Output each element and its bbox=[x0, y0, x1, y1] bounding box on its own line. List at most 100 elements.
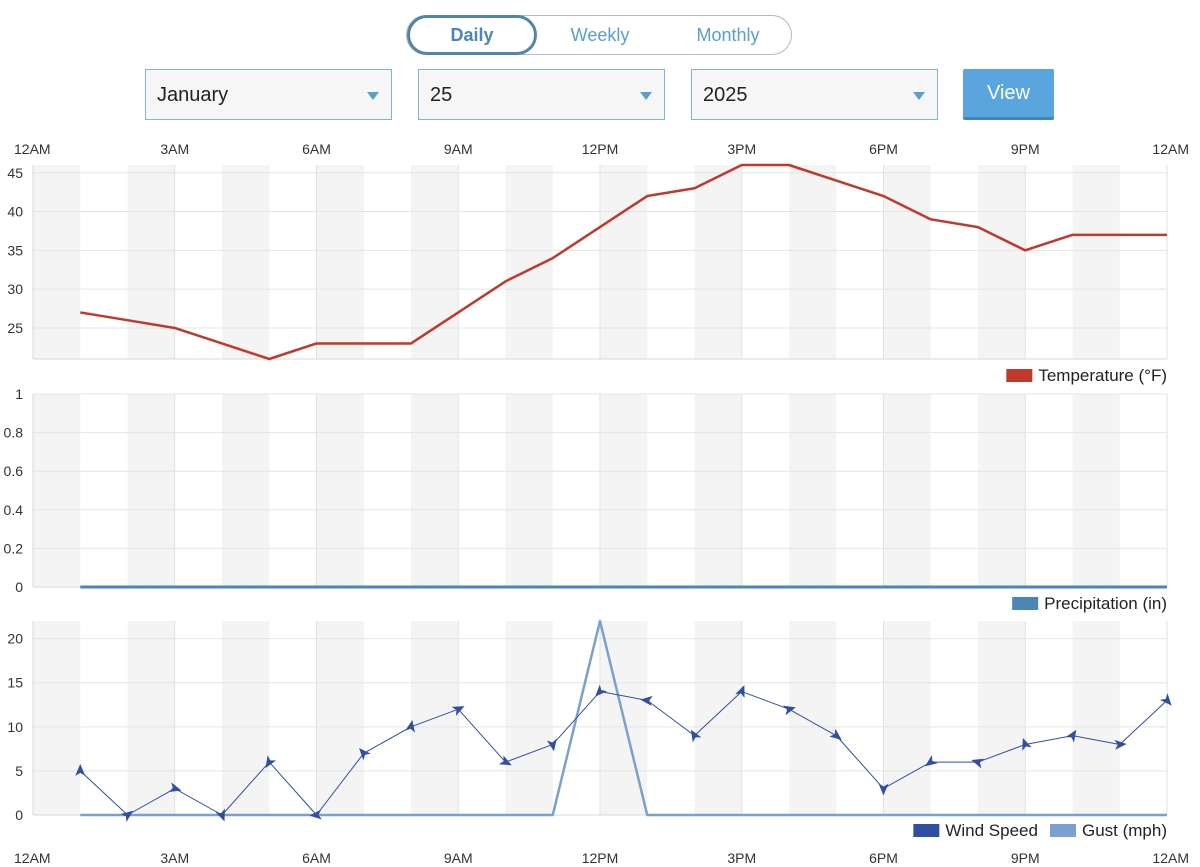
x-tick-label: 6AM bbox=[302, 850, 331, 866]
hour-band bbox=[1072, 165, 1120, 359]
wind-direction-marker bbox=[265, 755, 277, 769]
hour-band bbox=[222, 621, 270, 815]
y-tick-label: 0 bbox=[15, 579, 23, 595]
hour-band bbox=[978, 394, 1026, 587]
chart-panel: 25 30 35 40 45 Temperature (°F) bbox=[7, 163, 1168, 385]
hour-band bbox=[600, 165, 648, 359]
wind-direction-marker bbox=[595, 684, 608, 697]
hour-band bbox=[978, 621, 1026, 815]
x-tick-label: 3PM bbox=[727, 850, 756, 866]
x-tick-label: 9PM bbox=[1011, 141, 1040, 157]
view-button[interactable]: View bbox=[963, 69, 1054, 120]
y-tick-label: 5 bbox=[15, 763, 23, 779]
x-tick-label: 6PM bbox=[869, 141, 898, 157]
legend-label: Gust (mph) bbox=[1082, 821, 1167, 840]
x-tick-label: 12PM bbox=[582, 850, 619, 866]
wind-direction-marker bbox=[120, 810, 134, 823]
x-tick-label: 12AM bbox=[1152, 850, 1189, 866]
x-tick-label: 12AM bbox=[14, 850, 51, 866]
month-select-value: January bbox=[157, 84, 229, 106]
month-select[interactable]: January bbox=[145, 69, 392, 120]
hour-band bbox=[316, 394, 364, 587]
y-tick-label: 45 bbox=[7, 165, 23, 181]
wind-direction-marker bbox=[405, 719, 415, 733]
tab-daily[interactable]: Daily bbox=[407, 15, 537, 55]
hour-band bbox=[789, 165, 837, 359]
x-tick-label: 12AM bbox=[1152, 141, 1189, 157]
wind-direction-marker bbox=[451, 706, 465, 716]
x-tick-label: 6AM bbox=[302, 141, 331, 157]
hour-band bbox=[789, 394, 837, 587]
x-tick-label: 3AM bbox=[160, 850, 189, 866]
legend-swatch bbox=[1012, 597, 1039, 610]
y-tick-label: 0.4 bbox=[4, 502, 24, 518]
series-line bbox=[80, 163, 1167, 361]
series-line bbox=[80, 619, 1167, 817]
legend-label: Wind Speed bbox=[945, 821, 1038, 840]
wind-direction-marker bbox=[168, 782, 182, 792]
chart-panel: 0 5 10 15 20 Gust (mph) Wind Speed bbox=[7, 619, 1172, 840]
hour-band bbox=[883, 394, 931, 587]
wind-direction-marker bbox=[690, 729, 702, 743]
y-tick-label: 0.2 bbox=[4, 540, 24, 556]
x-tick-label: 9PM bbox=[1011, 850, 1040, 866]
x-tick-label: 12AM bbox=[14, 141, 51, 157]
legend-swatch bbox=[1006, 369, 1033, 382]
legend-label: Temperature (°F) bbox=[1038, 366, 1167, 385]
hour-band bbox=[316, 165, 364, 359]
wind-direction-marker bbox=[1065, 729, 1077, 743]
hour-band bbox=[694, 394, 742, 587]
y-tick-label: 1 bbox=[15, 386, 23, 402]
y-tick-label: 0 bbox=[15, 807, 23, 823]
hour-band bbox=[789, 621, 837, 815]
day-select[interactable]: 25 bbox=[418, 69, 665, 120]
x-tick-label: 3AM bbox=[160, 141, 189, 157]
wind-direction-marker bbox=[1022, 737, 1032, 751]
hour-band bbox=[505, 621, 553, 815]
hour-band bbox=[127, 394, 175, 587]
hour-band bbox=[1072, 621, 1120, 815]
hour-band bbox=[694, 165, 742, 359]
wind-direction-marker bbox=[829, 728, 842, 740]
hour-band bbox=[694, 621, 742, 815]
y-tick-label: 40 bbox=[7, 204, 23, 220]
tab-monthly[interactable]: Monthly bbox=[696, 25, 760, 45]
y-tick-label: 25 bbox=[7, 320, 23, 336]
y-tick-label: 15 bbox=[7, 675, 23, 691]
hour-band bbox=[600, 394, 648, 587]
hour-band bbox=[883, 621, 931, 815]
hour-band bbox=[978, 165, 1026, 359]
legend-swatch bbox=[913, 824, 940, 837]
hour-band bbox=[222, 165, 270, 359]
legend-swatch bbox=[1049, 824, 1076, 837]
wind-direction-marker bbox=[546, 738, 557, 752]
chevron-down-icon bbox=[367, 92, 379, 100]
chevron-down-icon bbox=[913, 92, 925, 100]
wind-direction-marker bbox=[1114, 739, 1127, 750]
y-tick-label: 30 bbox=[7, 281, 23, 297]
wind-direction-marker bbox=[782, 705, 796, 716]
wind-direction-marker bbox=[498, 755, 512, 766]
chevron-down-icon bbox=[640, 92, 652, 100]
year-select[interactable]: 2025 bbox=[691, 69, 938, 120]
tab-weekly[interactable]: Weekly bbox=[570, 25, 630, 45]
legend-label: Precipitation (in) bbox=[1044, 594, 1167, 613]
day-select-value: 25 bbox=[430, 84, 453, 106]
hour-band bbox=[33, 621, 81, 815]
wind-direction-marker bbox=[309, 809, 322, 820]
wind-direction-marker bbox=[925, 755, 938, 767]
wind-direction-marker bbox=[1159, 693, 1172, 706]
y-tick-label: 20 bbox=[7, 631, 23, 647]
hour-band bbox=[505, 394, 553, 587]
wind-direction-marker bbox=[735, 685, 745, 699]
x-tick-label: 12PM bbox=[582, 141, 619, 157]
hour-band bbox=[411, 394, 459, 587]
x-tick-label: 9AM bbox=[444, 850, 473, 866]
hour-band bbox=[883, 165, 931, 359]
hour-band bbox=[127, 165, 175, 359]
x-tick-label: 6PM bbox=[869, 850, 898, 866]
hour-band bbox=[222, 394, 270, 587]
x-tick-label: 3PM bbox=[727, 141, 756, 157]
hour-band bbox=[127, 621, 175, 815]
